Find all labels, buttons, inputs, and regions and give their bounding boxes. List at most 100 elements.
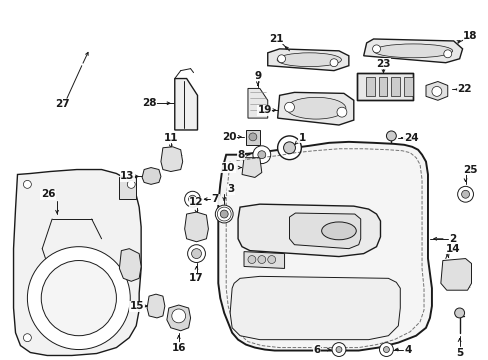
Text: 7: 7	[211, 194, 219, 204]
Polygon shape	[161, 147, 183, 171]
Circle shape	[188, 195, 196, 203]
Text: 14: 14	[445, 244, 459, 254]
Text: 13: 13	[120, 171, 134, 181]
Text: 16: 16	[171, 343, 185, 352]
Text: 25: 25	[462, 165, 477, 175]
Text: 22: 22	[456, 84, 471, 94]
Text: 3: 3	[227, 184, 234, 194]
Polygon shape	[390, 77, 400, 96]
Circle shape	[41, 261, 116, 336]
Text: 8: 8	[237, 150, 244, 160]
Polygon shape	[184, 212, 208, 242]
Text: 22: 22	[456, 84, 471, 94]
Text: 28: 28	[142, 98, 156, 108]
Circle shape	[336, 107, 346, 117]
Ellipse shape	[286, 97, 345, 119]
Circle shape	[335, 347, 341, 352]
Text: 19: 19	[257, 105, 271, 115]
Circle shape	[283, 142, 295, 154]
Polygon shape	[119, 249, 141, 281]
Circle shape	[215, 205, 233, 223]
Circle shape	[23, 180, 31, 188]
Circle shape	[431, 86, 441, 96]
Text: 12: 12	[189, 197, 203, 207]
Text: 27: 27	[55, 99, 69, 109]
Polygon shape	[378, 77, 386, 96]
Text: 23: 23	[375, 59, 390, 69]
Text: 6: 6	[313, 345, 320, 355]
Circle shape	[277, 55, 285, 63]
Circle shape	[379, 343, 392, 356]
Polygon shape	[363, 39, 462, 63]
Text: 9: 9	[254, 71, 261, 81]
Text: 13: 13	[120, 171, 134, 181]
Circle shape	[248, 133, 256, 141]
Circle shape	[267, 256, 275, 264]
Circle shape	[461, 190, 468, 198]
Circle shape	[171, 309, 185, 323]
Polygon shape	[425, 81, 447, 100]
Polygon shape	[238, 204, 380, 257]
Circle shape	[247, 256, 255, 264]
Text: 19: 19	[257, 105, 271, 115]
Circle shape	[191, 249, 201, 258]
Text: 20: 20	[222, 132, 236, 142]
Circle shape	[220, 210, 228, 218]
Text: 11: 11	[163, 133, 178, 143]
Text: 10: 10	[221, 163, 235, 172]
Polygon shape	[245, 130, 259, 145]
Text: 27: 27	[55, 99, 69, 109]
Circle shape	[187, 245, 205, 262]
Circle shape	[329, 59, 337, 67]
Polygon shape	[244, 252, 284, 269]
Text: 21: 21	[269, 34, 284, 44]
Polygon shape	[119, 177, 136, 199]
Circle shape	[443, 50, 451, 58]
Text: 8: 8	[237, 150, 244, 160]
Text: 4: 4	[404, 345, 411, 355]
Text: 24: 24	[403, 133, 418, 143]
Polygon shape	[365, 77, 374, 96]
Text: 28: 28	[142, 98, 156, 108]
Text: 21: 21	[269, 34, 284, 44]
Polygon shape	[267, 49, 348, 71]
Text: 2: 2	[448, 234, 455, 244]
Ellipse shape	[277, 53, 341, 67]
Polygon shape	[218, 142, 431, 351]
Circle shape	[372, 45, 380, 53]
Text: 10: 10	[221, 163, 235, 172]
Circle shape	[127, 180, 135, 188]
Polygon shape	[277, 93, 353, 125]
Text: 17: 17	[189, 273, 203, 283]
Text: 26: 26	[41, 189, 55, 199]
Text: 6: 6	[313, 345, 320, 355]
Text: 12: 12	[189, 197, 203, 207]
Circle shape	[277, 136, 301, 159]
Polygon shape	[230, 276, 400, 339]
Text: 18: 18	[462, 31, 477, 41]
Text: 7: 7	[211, 194, 219, 204]
Circle shape	[257, 256, 265, 264]
Text: 11: 11	[163, 133, 178, 143]
Text: 2: 2	[448, 234, 455, 244]
Polygon shape	[147, 294, 164, 318]
Text: 18: 18	[462, 31, 477, 41]
Circle shape	[257, 151, 265, 159]
Circle shape	[454, 308, 464, 318]
Text: 5: 5	[455, 347, 462, 357]
Polygon shape	[356, 73, 412, 100]
Circle shape	[284, 102, 294, 112]
Circle shape	[386, 131, 395, 141]
Text: 16: 16	[171, 343, 185, 352]
Text: 3: 3	[227, 184, 234, 194]
Circle shape	[27, 247, 130, 350]
Text: 25: 25	[462, 165, 477, 175]
Text: 23: 23	[375, 59, 390, 69]
Circle shape	[331, 343, 345, 356]
Text: 26: 26	[41, 189, 55, 199]
Circle shape	[457, 186, 472, 202]
Circle shape	[252, 146, 270, 163]
Text: 1: 1	[298, 133, 305, 143]
Text: 9: 9	[254, 71, 261, 81]
Text: 5: 5	[455, 347, 462, 357]
